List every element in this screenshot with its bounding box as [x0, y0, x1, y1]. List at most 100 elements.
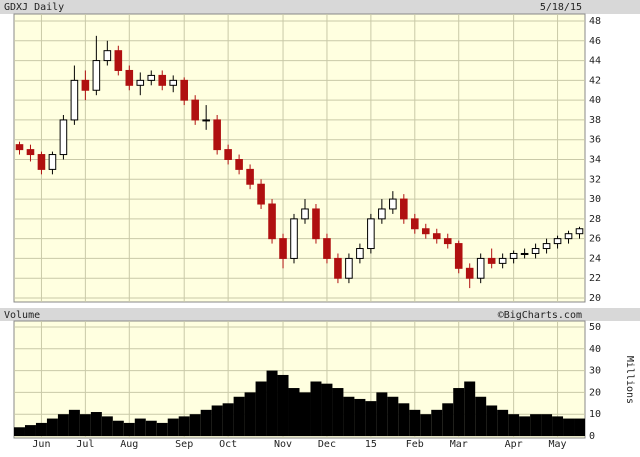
candle-body	[312, 208, 320, 240]
candle-body	[268, 203, 276, 240]
volume-bar	[354, 398, 366, 436]
candle-body	[224, 149, 232, 161]
candle-body	[411, 218, 419, 230]
candle-body	[26, 149, 35, 156]
candle-body	[37, 154, 46, 170]
x-tick-label: Feb	[406, 439, 424, 450]
y-tick-label: 22	[589, 273, 601, 284]
candle-body	[564, 233, 573, 240]
volume-bar	[574, 418, 585, 436]
volume-title: Volume	[4, 310, 40, 321]
volume-bar	[376, 392, 388, 436]
volume-bar	[200, 409, 212, 436]
volume-bar	[442, 403, 454, 436]
volume-bar	[178, 416, 190, 436]
volume-bar	[90, 412, 102, 436]
volume-bar	[530, 414, 542, 436]
volume-bar	[233, 396, 245, 436]
candle-body	[59, 119, 68, 156]
volume-bar	[398, 403, 410, 436]
y-tick-label: 38	[589, 115, 601, 126]
x-tick-label: Jun	[32, 439, 50, 450]
volume-bar	[145, 420, 157, 436]
volume-bar	[365, 401, 377, 436]
volume-bar	[552, 416, 564, 436]
volume-bar	[266, 370, 278, 436]
y-tick-label: 28	[589, 214, 601, 225]
volume-bar	[486, 405, 498, 436]
candle-body	[400, 198, 408, 220]
x-tick-label: Apr	[505, 439, 523, 450]
candle-body	[454, 243, 463, 269]
y-tick-label: 32	[589, 174, 601, 185]
x-tick-label: Oct	[219, 439, 237, 450]
volume-bar	[310, 381, 322, 436]
x-tick-label: May	[549, 439, 567, 450]
volume-bar	[277, 374, 289, 436]
candle-body	[114, 50, 123, 71]
candle-body	[367, 218, 375, 250]
volume-bar	[189, 414, 201, 436]
candle-body	[257, 183, 265, 205]
x-tick-label: 15	[365, 439, 377, 450]
chart-date: 5/18/15	[540, 2, 582, 13]
volume-bar	[68, 409, 80, 436]
candle-body	[487, 257, 496, 264]
candle-body	[443, 238, 452, 245]
volume-bar	[519, 416, 531, 436]
volume-axis-label: Millions	[624, 356, 635, 404]
volume-bar	[57, 414, 69, 436]
candle-body	[48, 154, 57, 170]
candle-body	[180, 79, 188, 101]
candle-body	[498, 257, 507, 264]
candle-body	[432, 233, 441, 240]
volume-bar	[475, 396, 487, 436]
candle-body	[345, 257, 353, 279]
volume-bar	[222, 403, 234, 436]
candle-body	[125, 69, 134, 86]
volume-bar	[497, 409, 509, 436]
candle-body	[301, 208, 309, 220]
volume-bar	[420, 414, 432, 436]
candle-body	[279, 238, 287, 259]
volume-bar	[288, 388, 300, 436]
y2-tick-label: 50	[589, 322, 601, 333]
candle-body	[136, 79, 145, 86]
volume-bar	[299, 392, 311, 436]
y2-tick-label: 10	[589, 409, 601, 420]
y-tick-label: 42	[589, 75, 601, 86]
volume-bar	[431, 409, 443, 436]
y-tick-label: 34	[589, 155, 601, 166]
y-tick-label: 44	[589, 56, 601, 67]
y-tick-label: 20	[589, 293, 601, 304]
volume-bar	[508, 414, 520, 436]
candle-body	[290, 218, 298, 259]
volume-bar	[343, 396, 355, 436]
x-tick-label: Sep	[175, 439, 193, 450]
volume-bar	[332, 388, 344, 436]
y2-tick-label: 30	[589, 366, 601, 377]
volume-bar	[321, 383, 333, 436]
candle-body	[81, 79, 90, 91]
candle-body	[389, 198, 397, 210]
volume-bar	[244, 392, 256, 436]
candle-body	[520, 252, 529, 255]
candle-body	[191, 99, 199, 121]
volume-bar	[563, 418, 575, 436]
y-tick-label: 36	[589, 135, 601, 146]
volume-bar	[211, 405, 223, 436]
candle-body	[103, 50, 112, 62]
candle-body	[542, 243, 551, 250]
volume-bar	[255, 381, 267, 436]
volume-bar	[156, 422, 168, 436]
candle-body	[378, 208, 386, 220]
candle-body	[553, 238, 562, 245]
price-panel	[13, 13, 586, 303]
volume-bar	[134, 418, 146, 436]
candle-body	[323, 238, 331, 259]
volume-bar	[387, 396, 399, 436]
volume-bar	[409, 409, 421, 436]
y2-tick-label: 20	[589, 387, 601, 398]
y-tick-label: 26	[589, 234, 601, 245]
